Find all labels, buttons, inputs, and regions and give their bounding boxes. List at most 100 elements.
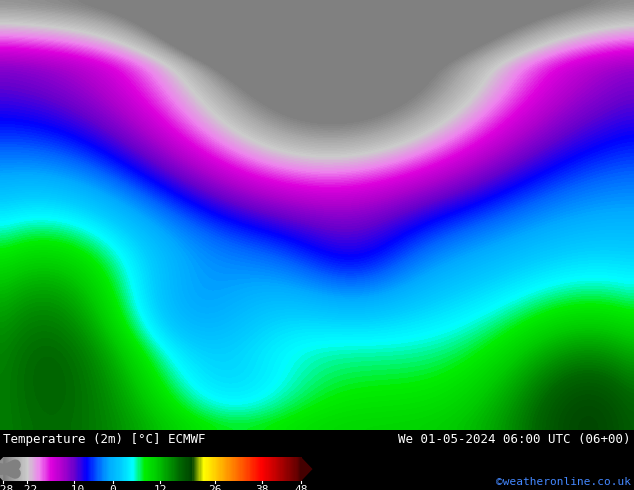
Bar — [49, 457, 51, 481]
Bar — [11, 457, 13, 481]
Bar — [148, 457, 150, 481]
Bar — [21, 457, 23, 481]
Bar — [183, 457, 184, 481]
Bar — [160, 457, 162, 481]
Bar — [14, 457, 16, 481]
Bar — [271, 457, 273, 481]
Bar — [86, 457, 87, 481]
Text: -10: -10 — [63, 485, 84, 490]
Bar — [112, 457, 114, 481]
Bar — [257, 457, 259, 481]
Text: ©weatheronline.co.uk: ©weatheronline.co.uk — [496, 477, 631, 487]
Bar — [32, 457, 34, 481]
Bar — [8, 457, 10, 481]
Bar — [66, 457, 67, 481]
Bar — [190, 457, 191, 481]
Bar — [26, 457, 28, 481]
Bar — [122, 457, 124, 481]
Bar — [171, 457, 172, 481]
Bar — [52, 457, 53, 481]
Bar — [120, 457, 122, 481]
Bar — [268, 457, 269, 481]
Bar — [129, 457, 131, 481]
Bar — [30, 457, 32, 481]
Bar — [131, 457, 132, 481]
Bar — [242, 457, 243, 481]
Bar — [77, 457, 78, 481]
Bar — [286, 457, 288, 481]
Bar — [203, 457, 204, 481]
Bar — [217, 457, 219, 481]
Bar — [215, 457, 216, 481]
Bar — [196, 457, 197, 481]
Bar — [53, 457, 55, 481]
Bar — [63, 457, 65, 481]
Bar — [249, 457, 250, 481]
Bar — [91, 457, 92, 481]
Bar — [107, 457, 108, 481]
Bar — [124, 457, 126, 481]
Bar — [254, 457, 255, 481]
Bar — [94, 457, 95, 481]
Text: -22: -22 — [16, 485, 37, 490]
Bar — [57, 457, 58, 481]
Bar — [293, 457, 295, 481]
Bar — [192, 457, 193, 481]
Bar — [261, 457, 262, 481]
Bar — [269, 457, 271, 481]
Bar — [131, 457, 133, 481]
Bar — [81, 457, 82, 481]
Bar — [179, 457, 181, 481]
Bar — [94, 457, 96, 481]
Bar — [222, 457, 223, 481]
Bar — [50, 457, 51, 481]
Bar — [281, 457, 283, 481]
Bar — [164, 457, 165, 481]
Bar — [145, 457, 147, 481]
Bar — [168, 457, 170, 481]
Bar — [98, 457, 100, 481]
Bar — [212, 457, 214, 481]
Bar — [250, 457, 251, 481]
Bar — [42, 457, 44, 481]
Bar — [238, 457, 239, 481]
Bar — [17, 457, 18, 481]
Bar — [182, 457, 184, 481]
Bar — [114, 457, 116, 481]
Bar — [276, 457, 278, 481]
Bar — [158, 457, 160, 481]
Bar — [67, 457, 68, 481]
Bar — [134, 457, 136, 481]
Bar — [163, 457, 165, 481]
Bar — [210, 457, 211, 481]
Bar — [74, 457, 75, 481]
Bar — [209, 457, 210, 481]
Bar — [174, 457, 176, 481]
Bar — [228, 457, 230, 481]
Bar — [167, 457, 169, 481]
Bar — [176, 457, 178, 481]
Bar — [115, 457, 117, 481]
Bar — [280, 457, 281, 481]
Bar — [180, 457, 181, 481]
Bar — [24, 457, 25, 481]
Bar — [202, 457, 204, 481]
Bar — [273, 457, 274, 481]
Bar — [103, 457, 104, 481]
Bar — [13, 457, 15, 481]
Bar — [40, 457, 42, 481]
Bar — [70, 457, 72, 481]
Bar — [75, 457, 77, 481]
Bar — [284, 457, 286, 481]
Bar — [204, 457, 205, 481]
Bar — [199, 457, 200, 481]
Bar — [45, 457, 46, 481]
Bar — [155, 457, 157, 481]
Bar — [189, 457, 191, 481]
Bar — [161, 457, 163, 481]
Bar — [72, 457, 74, 481]
Bar — [198, 457, 200, 481]
Bar — [29, 457, 30, 481]
Bar — [103, 457, 105, 481]
Bar — [6, 457, 8, 481]
